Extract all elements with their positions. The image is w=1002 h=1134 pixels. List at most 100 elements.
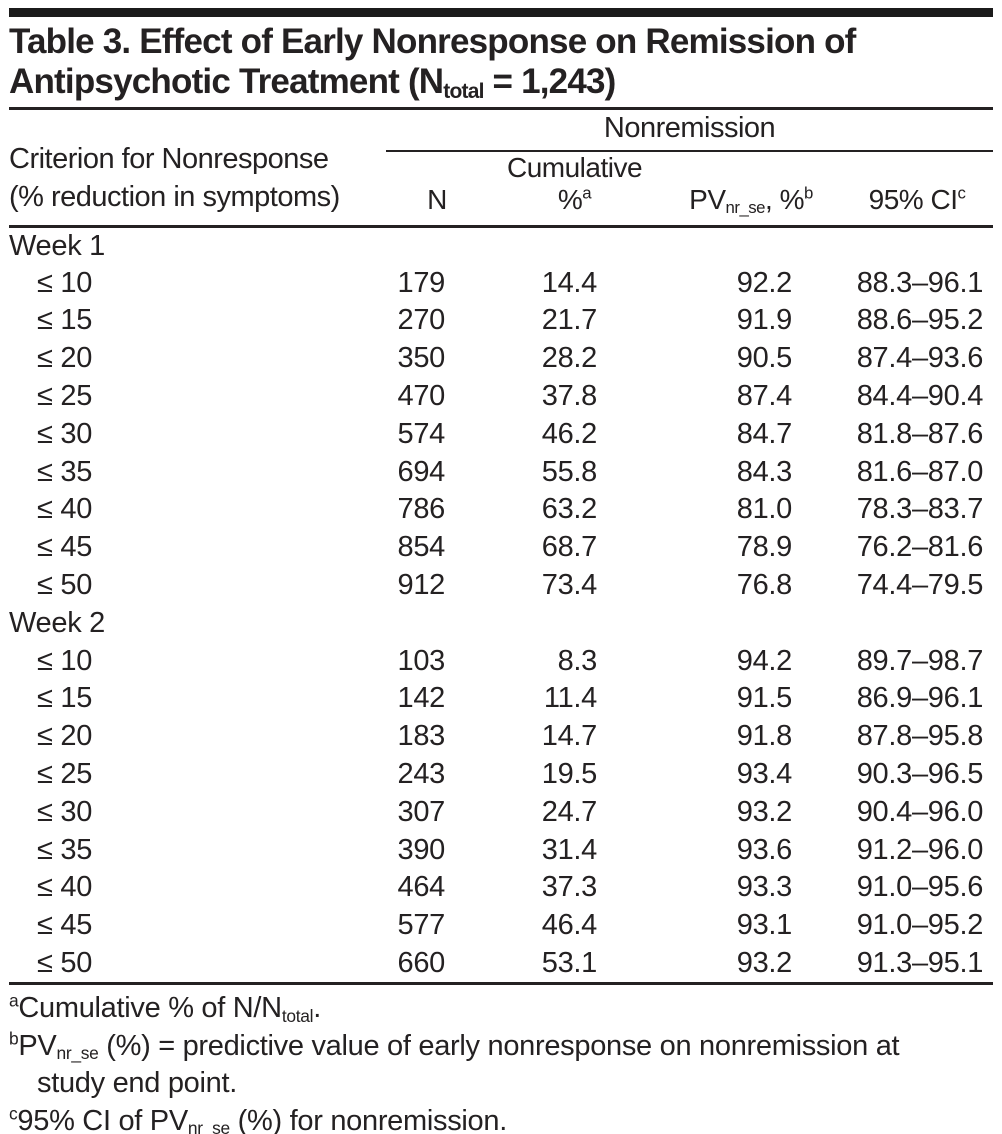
superscript-b: b — [803, 183, 813, 203]
cell-n: 577 — [397, 909, 446, 942]
table-row: ≤ 15 270 21.7 91.9 88.6–95.2 — [9, 302, 993, 340]
cell-pv-nr-se-pct: 93.4 — [736, 758, 793, 791]
cell-95-ci: 87.8–95.8 — [856, 720, 984, 753]
cell-pv-nr-se-pct: 91.5 — [736, 682, 793, 715]
cell-95-ci: 81.6–87.0 — [856, 455, 984, 488]
cell-n: 694 — [397, 455, 446, 488]
cell-n: 786 — [397, 493, 446, 526]
cell-95-ci: 86.9–96.1 — [856, 682, 984, 715]
cell-95-ci: 91.2–96.0 — [856, 833, 984, 866]
footnote-b-line2: study end point. — [37, 1067, 237, 1100]
table-title: Table 3. Effect of Early Nonresponse on … — [9, 22, 993, 102]
cell-cumulative-pct: 37.8 — [541, 380, 598, 413]
column-header-criterion: Criterion for Nonresponse (% reduction i… — [9, 110, 386, 228]
cell-n: 179 — [397, 266, 446, 299]
cell-n: 183 — [397, 720, 446, 753]
cell-95-ci: 87.4–93.6 — [856, 342, 984, 375]
subscript-total: total — [281, 1005, 314, 1026]
cell-pv-nr-se-pct: 92.2 — [736, 266, 793, 299]
subscript-total: total — [443, 79, 484, 103]
footnote-c-tail: (%) for nonremission. — [229, 1104, 508, 1134]
cell-95-ci: 90.4–96.0 — [856, 795, 984, 828]
cell-cumulative-pct: 68.7 — [541, 531, 598, 564]
cell-pv-nr-se-pct: 84.3 — [736, 455, 793, 488]
cell-cumulative-pct: 14.7 — [541, 720, 598, 753]
cell-criterion: ≤ 50 — [37, 947, 93, 980]
column-header-cumulative: Cumulative %a — [488, 151, 661, 228]
criterion-header-line2: (% reduction in symptoms) — [9, 181, 340, 213]
footnote-a: aCumulative % of N/Ntotal. — [9, 990, 993, 1028]
column-header-pv: PVnr_se, %b — [661, 151, 841, 228]
section-label: Week 2 — [9, 606, 105, 639]
table-row: ≤ 40 464 37.3 93.3 91.0–95.6 — [9, 869, 993, 907]
title-rule — [9, 107, 993, 110]
cell-95-ci: 89.7–98.7 — [856, 644, 984, 677]
cell-criterion: ≤ 15 — [37, 682, 93, 715]
cell-cumulative-pct: 21.7 — [541, 304, 598, 337]
subscript-nr-se: nr_se — [725, 198, 766, 218]
cell-criterion: ≤ 10 — [37, 644, 93, 677]
cell-criterion: ≤ 15 — [37, 304, 93, 337]
cell-cumulative-pct: 28.2 — [541, 342, 598, 375]
table-row: ≤ 10 103 8.3 94.2 89.7–98.7 — [9, 642, 993, 680]
cell-criterion: ≤ 40 — [37, 493, 93, 526]
cell-pv-nr-se-pct: 81.0 — [736, 493, 793, 526]
table-title-line2: Antipsychotic Treatment (Ntotal = 1,243) — [9, 62, 993, 102]
cell-cumulative-pct: 31.4 — [541, 833, 598, 866]
footnote-b-text: PV — [18, 1029, 57, 1062]
cell-95-ci: 78.3–83.7 — [856, 493, 984, 526]
footnote-a-tail: . — [313, 992, 321, 1025]
footnote-b: bPVnr_se (%) = predictive value of early… — [9, 1028, 993, 1103]
cell-cumulative-pct: 73.4 — [541, 569, 598, 602]
cell-pv-nr-se-pct: 94.2 — [736, 644, 793, 677]
table-row: ≤ 45 577 46.4 93.1 91.0–95.2 — [9, 907, 993, 945]
top-bar — [9, 8, 993, 17]
footnote-c: c95% CI of PVnr_se (%) for nonremission. — [9, 1103, 993, 1134]
cell-criterion: ≤ 20 — [37, 342, 93, 375]
table-header: Criterion for Nonresponse (% reduction i… — [9, 110, 994, 228]
cell-cumulative-pct: 24.7 — [541, 795, 598, 828]
cell-95-ci: 84.4–90.4 — [856, 380, 984, 413]
cell-n: 854 — [397, 531, 446, 564]
cell-95-ci: 88.3–96.1 — [856, 266, 984, 299]
cell-cumulative-pct: 63.2 — [541, 493, 598, 526]
cell-95-ci: 81.8–87.6 — [856, 417, 984, 450]
footnote-c-marker: c — [9, 1103, 18, 1124]
cell-n: 390 — [397, 833, 446, 866]
footnote-c-text: 95% CI of PV — [17, 1104, 188, 1134]
superscript-a: a — [582, 183, 592, 203]
header-row-group: Criterion for Nonresponse (% reduction i… — [9, 110, 994, 228]
cell-n: 464 — [397, 871, 446, 904]
footnote-b-marker: b — [9, 1028, 19, 1049]
cell-criterion: ≤ 35 — [37, 833, 93, 866]
superscript-c: c — [957, 183, 966, 203]
cell-95-ci: 91.0–95.2 — [856, 909, 984, 942]
cell-cumulative-pct: 11.4 — [543, 682, 597, 715]
cell-95-ci: 74.4–79.5 — [856, 569, 984, 602]
column-header-pv-tail: , % — [765, 184, 804, 215]
section-row-week1: Week 1 — [9, 227, 993, 265]
table-title-line1: Table 3. Effect of Early Nonresponse on … — [9, 22, 856, 61]
cell-pv-nr-se-pct: 93.2 — [736, 795, 793, 828]
table-row: ≤ 30 574 46.2 84.7 81.8–87.6 — [9, 415, 993, 453]
cell-n: 103 — [397, 644, 446, 677]
cell-criterion: ≤ 30 — [37, 795, 93, 828]
cell-95-ci: 90.3–96.5 — [856, 758, 984, 791]
cell-n: 350 — [397, 342, 446, 375]
cell-criterion: ≤ 30 — [37, 417, 93, 450]
table-row: ≤ 35 694 55.8 84.3 81.6–87.0 — [9, 453, 993, 491]
criterion-header-line1: Criterion for Nonresponse — [9, 143, 329, 175]
cell-pv-nr-se-pct: 76.8 — [736, 569, 793, 602]
table-row: ≤ 45 854 68.7 78.9 76.2–81.6 — [9, 529, 993, 567]
subscript-nr-se: nr_se — [187, 1118, 230, 1134]
cell-n: 574 — [397, 417, 446, 450]
cell-cumulative-pct: 53.1 — [541, 947, 598, 980]
table-row: ≤ 20 183 14.7 91.8 87.8–95.8 — [9, 718, 993, 756]
table-row: ≤ 20 350 28.2 90.5 87.4–93.6 — [9, 340, 993, 378]
cell-pv-nr-se-pct: 93.1 — [736, 909, 793, 942]
cell-criterion: ≤ 20 — [37, 720, 93, 753]
table-row: ≤ 15 142 11.4 91.5 86.9–96.1 — [9, 680, 993, 718]
cell-pv-nr-se-pct: 91.9 — [736, 304, 793, 337]
cell-95-ci: 91.0–95.6 — [856, 871, 984, 904]
cell-pv-nr-se-pct: 87.4 — [736, 380, 793, 413]
